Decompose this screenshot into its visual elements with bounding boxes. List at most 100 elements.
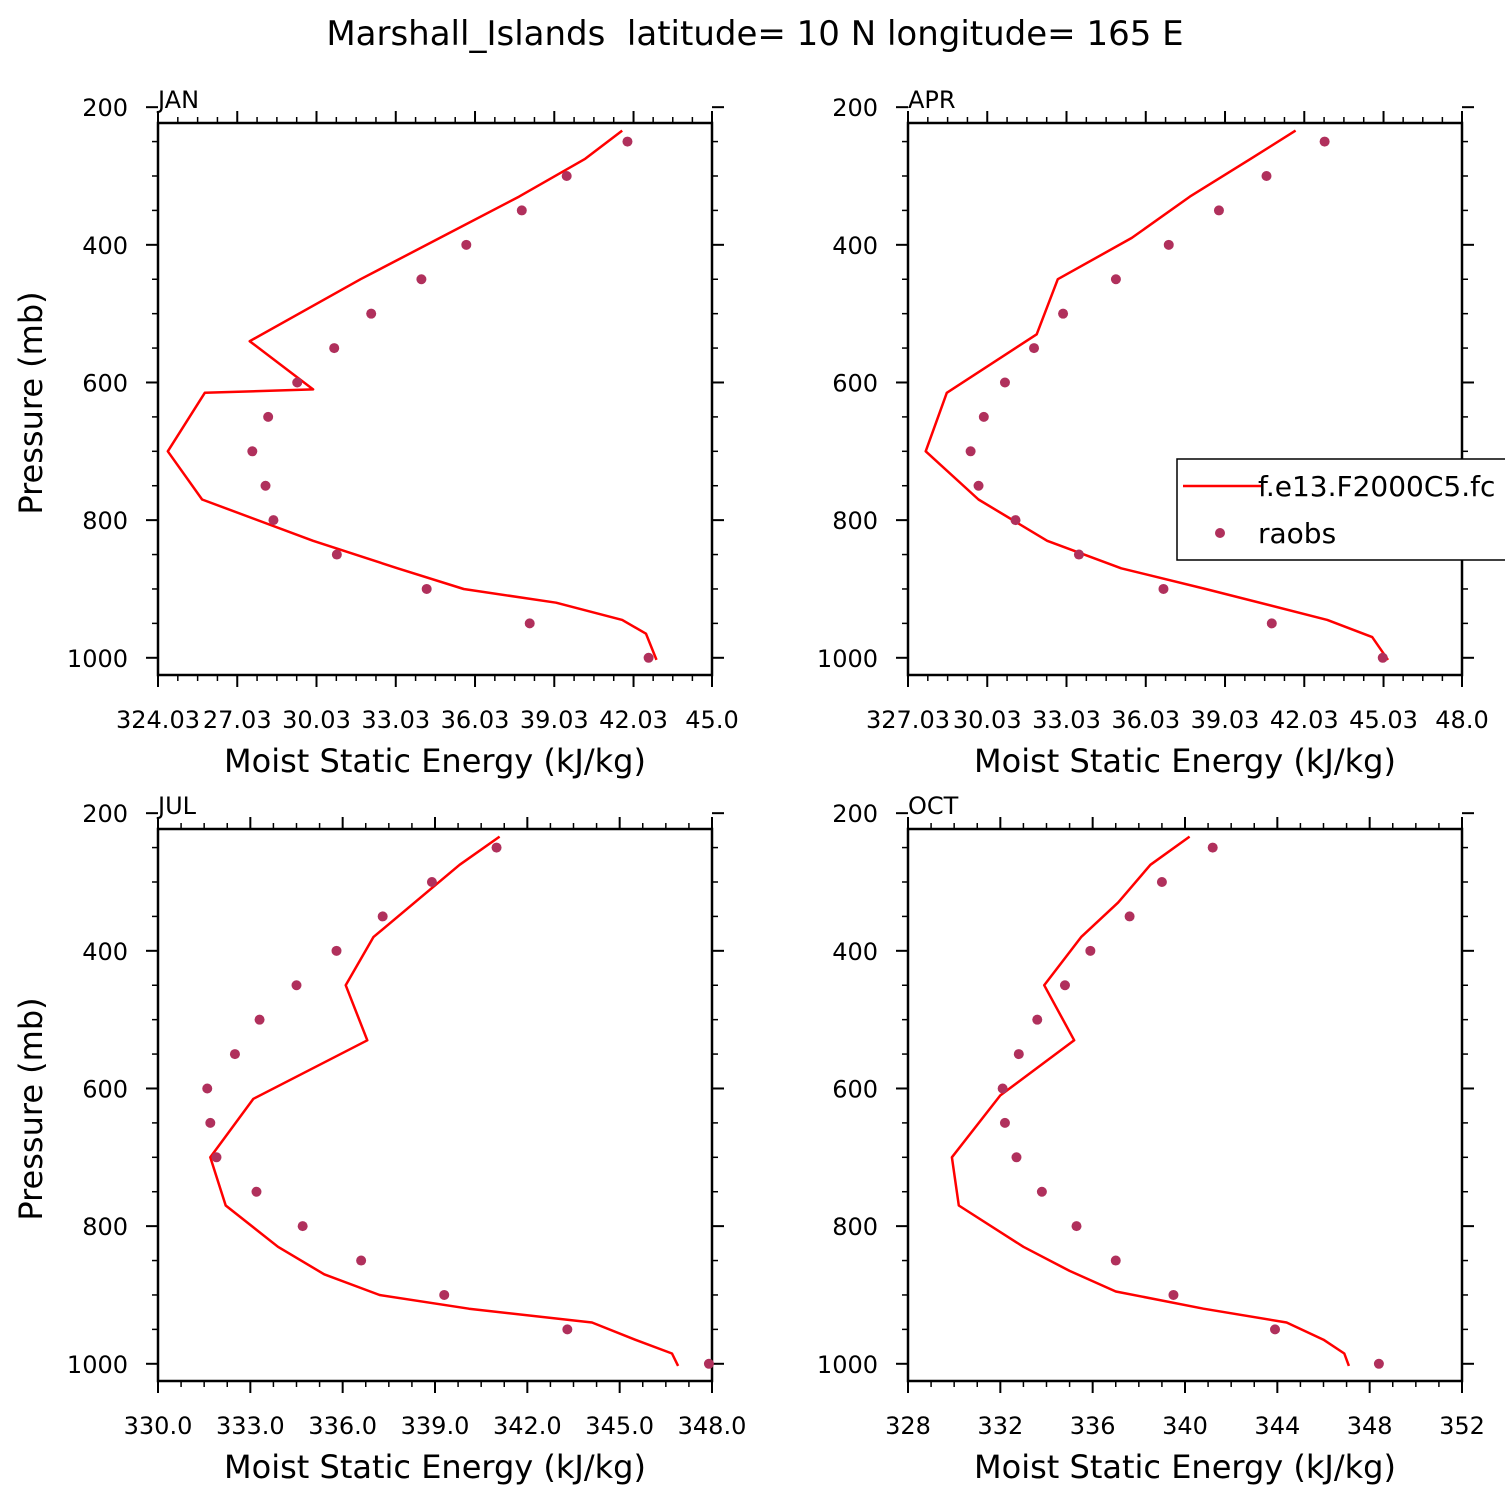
panel-label: APR — [908, 86, 956, 114]
raobs-point — [1058, 308, 1069, 319]
x-tick-label: 42.03 — [1270, 706, 1339, 734]
raobs-point — [999, 377, 1010, 388]
raobs-point — [251, 1186, 262, 1197]
y-tick-label: 200 — [832, 94, 878, 122]
raobs-point — [268, 515, 279, 526]
raobs-point — [1124, 911, 1135, 922]
raobs-point — [973, 480, 984, 491]
raobs-point — [229, 1049, 240, 1060]
raobs-point — [1010, 515, 1021, 526]
y-tick-label: 400 — [82, 938, 128, 966]
x-tick-label: 39.03 — [520, 706, 589, 734]
raobs-point — [1213, 205, 1224, 216]
raobs-point — [1110, 274, 1121, 285]
x-tick-label: 332 — [977, 1412, 1023, 1440]
x-tick-label: 48.0 — [1435, 706, 1488, 734]
raobs-point — [978, 411, 989, 422]
raobs-point — [1158, 583, 1169, 594]
raobs-point — [1059, 980, 1070, 991]
y-tick-label: 200 — [82, 800, 128, 828]
raobs-point — [1029, 343, 1040, 354]
x-tick-label: 345.0 — [585, 1412, 654, 1440]
raobs-point — [1085, 945, 1096, 956]
raobs-point — [1036, 1186, 1047, 1197]
raobs-point — [329, 343, 340, 354]
legend-entry-model: f.e13.F2000C5.fc — [1258, 470, 1495, 503]
legend-entry-raobs: raobs — [1258, 517, 1336, 550]
y-tick-label: 200 — [82, 94, 128, 122]
y-tick-label: 1000 — [67, 645, 128, 673]
x-tick-label: 336.0 — [308, 1412, 377, 1440]
y-axis-title: Pressure (mb) — [12, 997, 50, 1220]
model-profile-line — [950, 835, 1351, 1367]
x-axis-title: Moist Static Energy (kJ/kg) — [224, 742, 646, 780]
raobs-point — [562, 1324, 573, 1335]
x-tick-label: 348 — [1347, 1412, 1393, 1440]
figure-title: Marshall_Islands latitude= 10 N longitud… — [326, 14, 1183, 54]
y-tick-label: 800 — [82, 507, 128, 535]
raobs-point — [643, 652, 654, 663]
panel-label: JUL — [156, 792, 197, 820]
y-tick-label: 400 — [82, 232, 128, 260]
raobs-point — [416, 274, 427, 285]
raobs-point — [461, 239, 472, 250]
y-tick-label: 600 — [832, 369, 878, 397]
raobs-point — [1261, 170, 1272, 181]
x-tick-label: 339.0 — [401, 1412, 470, 1440]
y-axis-title: Pressure (mb) — [12, 291, 50, 514]
x-tick-label: 30.03 — [282, 706, 351, 734]
panel-label: JAN — [156, 86, 199, 114]
raobs-point — [1110, 1255, 1121, 1266]
x-tick-label: 42.03 — [599, 706, 668, 734]
raobs-point — [1168, 1289, 1179, 1300]
raobs-point — [1071, 1221, 1082, 1232]
x-tick-label: 348.0 — [678, 1412, 747, 1440]
x-tick-label: 328 — [885, 1412, 931, 1440]
raobs-point — [1319, 136, 1330, 147]
raobs-point — [1266, 618, 1277, 629]
y-tick-label: 1000 — [817, 645, 878, 673]
panel-label: OCT — [908, 792, 959, 820]
x-tick-label: 344 — [1254, 1412, 1300, 1440]
x-tick-label: 45.03 — [1349, 706, 1418, 734]
raobs-point — [439, 1289, 450, 1300]
x-tick-label: 327.03 — [866, 706, 950, 734]
raobs-point — [297, 1221, 308, 1232]
raobs-point — [254, 1014, 265, 1025]
raobs-point — [1373, 1358, 1384, 1369]
raobs-point — [1013, 1049, 1024, 1060]
chart-panel-oct: OCT 328 332 336 340 344 348 352 200 400 600 800 1000… — [817, 792, 1485, 1486]
chart-panel-jul: JUL 330.0 333.0 336.0 339.0 342.0 345.0 348.0 20… — [12, 792, 746, 1486]
x-axis-title: Moist Static Energy (kJ/kg) — [224, 1448, 646, 1486]
x-axis-title: Moist Static Energy (kJ/kg) — [974, 1448, 1396, 1486]
x-tick-label: 336 — [1070, 1412, 1116, 1440]
raobs-point — [965, 446, 976, 457]
raobs-point — [997, 1083, 1008, 1094]
raobs-point — [561, 170, 572, 181]
y-tick-label: 1000 — [67, 1351, 128, 1379]
y-tick-label: 400 — [832, 938, 878, 966]
raobs-point — [1270, 1324, 1281, 1335]
raobs-point — [999, 1117, 1010, 1128]
x-tick-label: 30.03 — [953, 706, 1022, 734]
x-tick-label: 39.03 — [1191, 706, 1260, 734]
legend-box — [1176, 458, 1505, 561]
chart-panel-jan: JAN 324.03 27.03 30.03 33.03 36.03 39.03 42.03 4… — [12, 86, 739, 780]
x-tick-label: 342.0 — [493, 1412, 562, 1440]
raobs-point — [516, 205, 527, 216]
x-tick-label: 333.0 — [216, 1412, 285, 1440]
raobs-point — [331, 549, 342, 560]
raobs-point — [421, 583, 432, 594]
raobs-point — [1032, 1014, 1043, 1025]
raobs-point — [1163, 239, 1174, 250]
raobs-point — [331, 945, 342, 956]
y-tick-label: 200 — [832, 800, 878, 828]
raobs-point — [211, 1152, 222, 1163]
raobs-point — [292, 377, 303, 388]
raobs-point — [1377, 652, 1388, 663]
y-tick-label: 400 — [832, 232, 878, 260]
y-tick-label: 600 — [832, 1075, 878, 1103]
legend-marker-swatch — [1215, 528, 1225, 538]
x-tick-label: 36.03 — [441, 706, 510, 734]
